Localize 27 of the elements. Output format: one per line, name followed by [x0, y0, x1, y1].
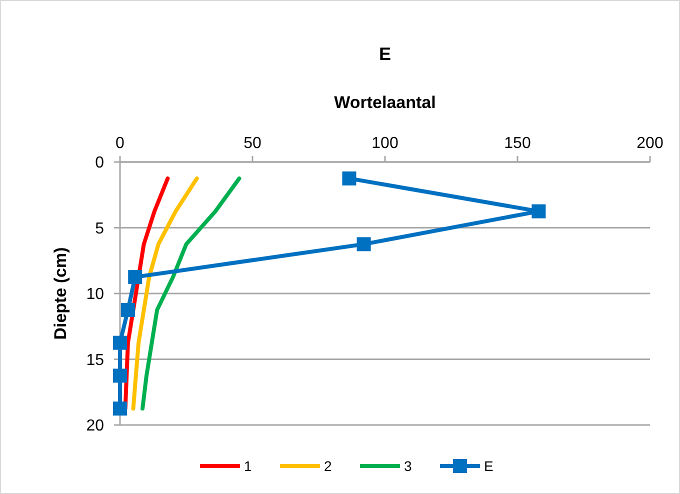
point	[356, 237, 371, 252]
y-tick-label: 0	[95, 154, 104, 172]
point	[128, 270, 142, 284]
y-tick-label: 10	[86, 286, 104, 304]
legend-label: 1	[244, 458, 252, 474]
x-tick-label: 0	[116, 135, 125, 152]
y-tick-label: 20	[86, 418, 104, 435]
point	[532, 204, 546, 218]
y-tick-label: 5	[95, 220, 104, 238]
line-series	[140, 176, 242, 411]
x-axis-title: Wortelaantal	[334, 93, 436, 112]
legend-label: 2	[324, 458, 332, 474]
point	[113, 402, 127, 416]
point	[113, 336, 127, 350]
legend-label: E	[484, 458, 494, 474]
x-tick-label: 50	[244, 135, 262, 152]
point	[120, 302, 135, 317]
point	[113, 368, 127, 383]
x-tick-label: 150	[504, 135, 531, 152]
line-series	[131, 176, 199, 411]
x-tick-label: 200	[636, 135, 664, 152]
chart-title: E	[378, 44, 392, 64]
point	[342, 171, 356, 186]
legend-label: 3	[404, 458, 412, 474]
y-tick-label: 15	[86, 352, 104, 369]
y-axis-title: Diepte (cm)	[51, 247, 70, 340]
x-tick-label: 100	[372, 135, 398, 152]
